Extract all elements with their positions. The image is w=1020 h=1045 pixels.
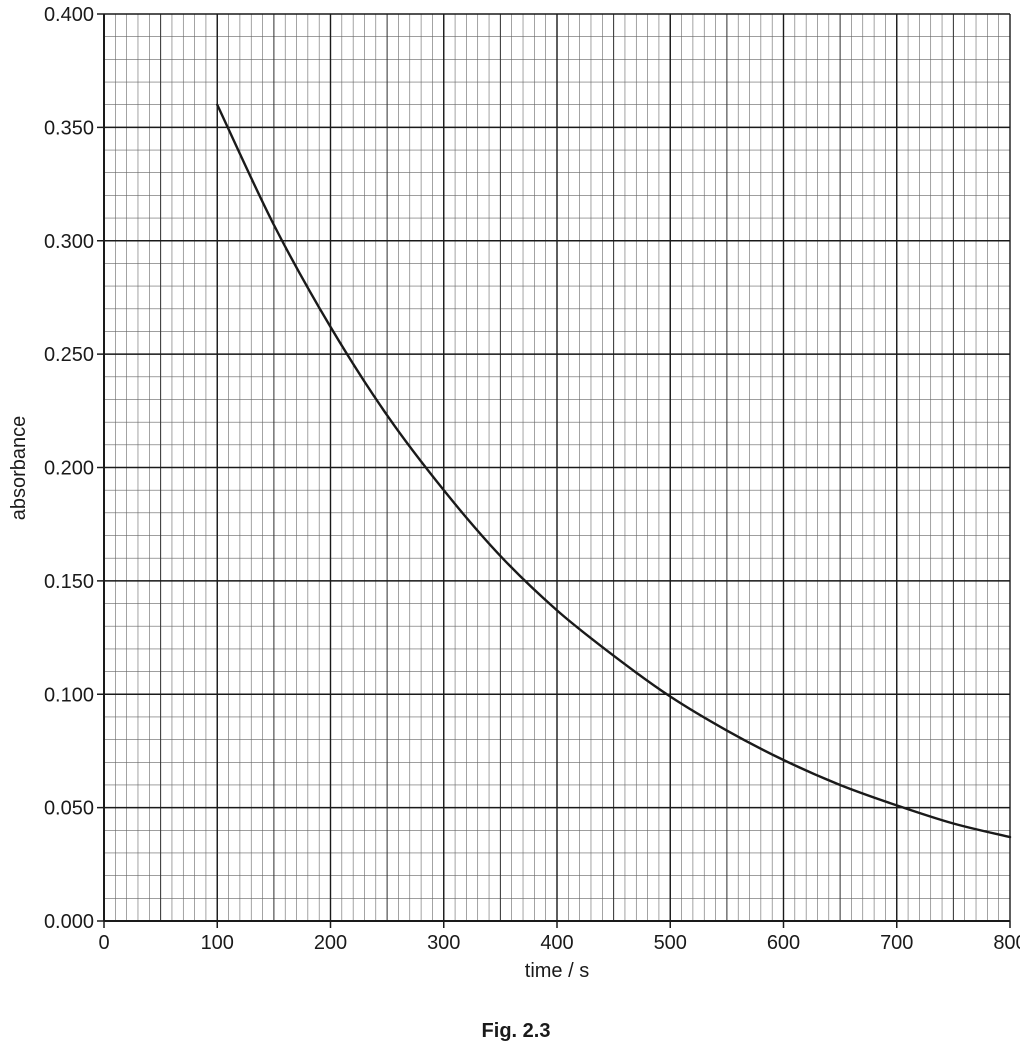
series-layer: [216, 103, 1012, 839]
x-tick-label: 300: [427, 932, 460, 954]
y-tick-label: 0.300: [44, 231, 94, 253]
x-axis-label: time / s: [525, 960, 589, 982]
y-axis-label: absorbance: [8, 416, 30, 521]
x-tick-label: 400: [540, 932, 573, 954]
x-tick-label: 700: [880, 932, 913, 954]
x-tick-label: 100: [201, 932, 234, 954]
y-tick-label: 0.100: [44, 684, 94, 706]
absorbance-curve: [216, 103, 1012, 839]
x-tick-label: 500: [654, 932, 687, 954]
y-tick-label: 0.250: [44, 344, 94, 366]
x-tick-label: 0: [98, 932, 109, 954]
x-axis-ticks: 0 100 200 300 400 500 600 700 800: [98, 921, 1020, 954]
x-tick-label: 200: [314, 932, 347, 954]
y-tick-label: 0.350: [44, 117, 94, 139]
y-tick-label: 0.200: [44, 458, 94, 480]
x-tick-label: 800: [993, 932, 1020, 954]
y-tick-label: 0.000: [44, 911, 94, 933]
y-tick-label: 0.400: [44, 4, 94, 26]
x-tick-label: 600: [767, 932, 800, 954]
y-tick-label: 0.150: [44, 571, 94, 593]
y-axis-ticks: 0.000 0.050 0.100 0.150 0.200 0.250 0.300 0.350…: [44, 4, 104, 933]
y-tick-label: 0.050: [44, 798, 94, 820]
figure-caption: Fig. 2.3: [482, 1020, 551, 1042]
